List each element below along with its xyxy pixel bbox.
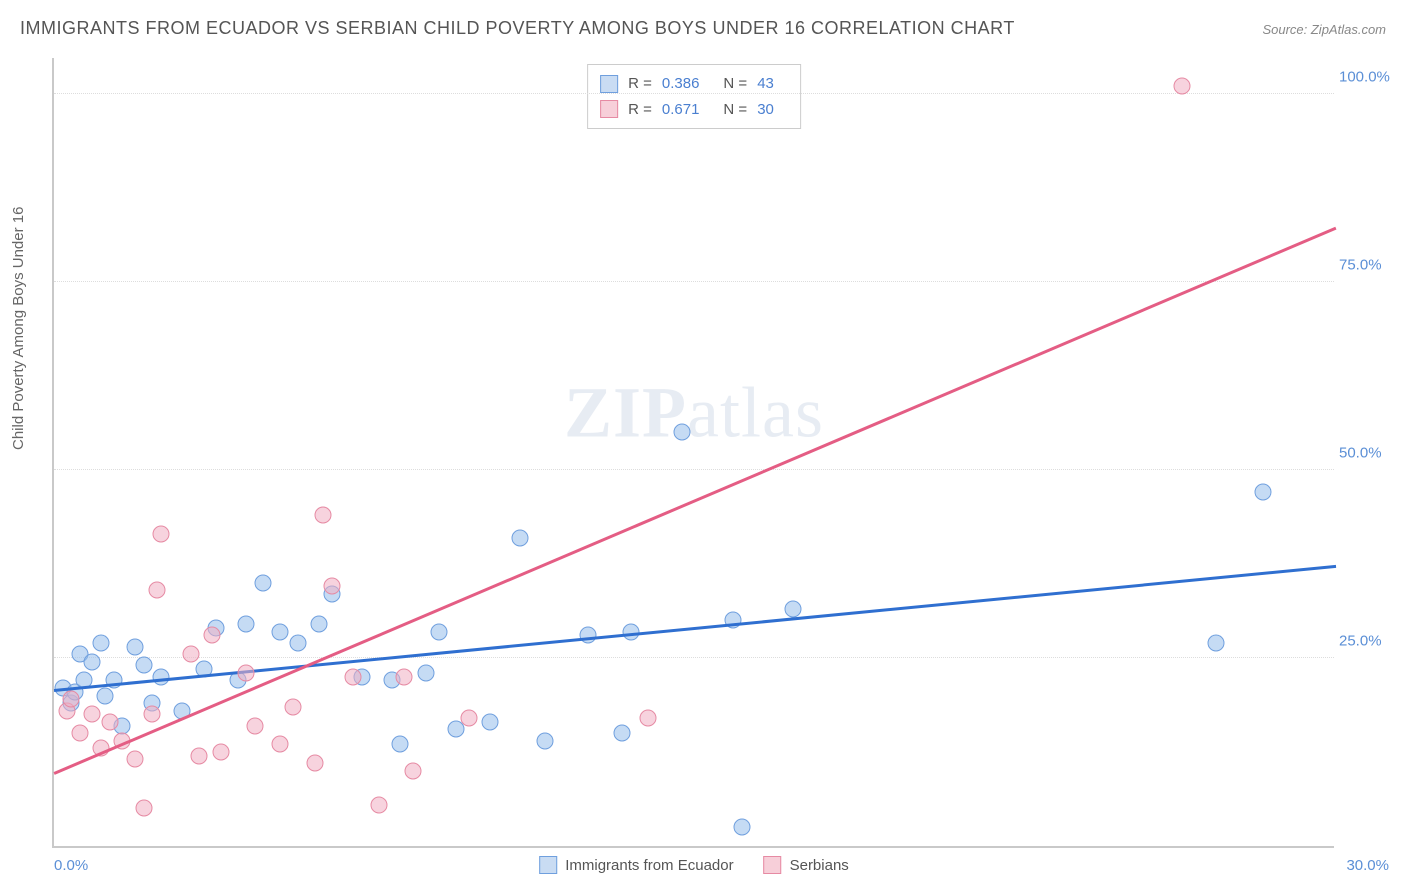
scatter-point (63, 695, 80, 712)
scatter-point (1208, 634, 1225, 651)
scatter-point (84, 706, 101, 723)
gridline-horizontal (54, 93, 1334, 94)
scatter-point (345, 668, 362, 685)
scatter-point (430, 623, 447, 640)
scatter-point (310, 616, 327, 633)
correlation-legend-row: R = 0.671 N = 30 (600, 97, 788, 123)
r-label: R = (628, 97, 652, 123)
scatter-point (127, 638, 144, 655)
scatter-point (246, 717, 263, 734)
y-axis-label: Child Poverty Among Boys Under 16 (10, 207, 27, 450)
scatter-point (404, 762, 421, 779)
scatter-point (447, 721, 464, 738)
scatter-point (785, 601, 802, 618)
plot-area: ZIPatlas R =0.386N =43R =0.671N =30 Immi… (52, 58, 1334, 848)
scatter-point (580, 627, 597, 644)
scatter-point (323, 578, 340, 595)
source-attribution: Source: ZipAtlas.com (1262, 22, 1386, 37)
scatter-point (255, 574, 272, 591)
watermark: ZIPatlas (564, 371, 824, 454)
scatter-point (272, 736, 289, 753)
legend-swatch (539, 856, 557, 874)
scatter-point (370, 796, 387, 813)
y-tick-label: 75.0% (1339, 256, 1394, 273)
scatter-point (323, 585, 340, 602)
scatter-point (614, 725, 631, 742)
scatter-point (289, 634, 306, 651)
scatter-point (144, 695, 161, 712)
scatter-point (208, 619, 225, 636)
scatter-point (135, 800, 152, 817)
scatter-point (191, 747, 208, 764)
scatter-point (511, 529, 528, 546)
scatter-point (148, 582, 165, 599)
scatter-point (71, 725, 88, 742)
scatter-point (114, 717, 131, 734)
gridline-horizontal (54, 657, 1334, 658)
scatter-point (182, 646, 199, 663)
scatter-point (1255, 484, 1272, 501)
scatter-point (152, 525, 169, 542)
scatter-point (353, 668, 370, 685)
scatter-point (460, 710, 477, 727)
x-tick-label: 30.0% (1346, 857, 1389, 874)
n-label: N = (723, 97, 747, 123)
watermark-bold: ZIP (564, 372, 687, 452)
scatter-point (93, 634, 110, 651)
regression-line (54, 565, 1336, 692)
y-tick-label: 50.0% (1339, 444, 1394, 461)
scatter-point (144, 706, 161, 723)
series-legend: Immigrants from Ecuador Serbians (539, 856, 849, 874)
scatter-point (238, 616, 255, 633)
scatter-point (127, 751, 144, 768)
correlation-legend: R =0.386N =43R =0.671N =30 (587, 64, 801, 129)
scatter-point (63, 691, 80, 708)
scatter-point (71, 646, 88, 663)
scatter-point (383, 672, 400, 689)
gridline-horizontal (54, 281, 1334, 282)
scatter-point (204, 627, 221, 644)
r-value: 0.671 (662, 97, 700, 123)
regression-line (54, 227, 1337, 775)
chart-title: IMMIGRANTS FROM ECUADOR VS SERBIAN CHILD… (20, 18, 1015, 39)
legend-swatch (764, 856, 782, 874)
scatter-point (229, 672, 246, 689)
scatter-point (537, 732, 554, 749)
series-legend-label: Immigrants from Ecuador (565, 857, 733, 874)
series-legend-label: Serbians (790, 857, 849, 874)
scatter-point (396, 668, 413, 685)
legend-swatch (600, 100, 618, 118)
x-tick-label: 0.0% (54, 857, 88, 874)
scatter-point (481, 713, 498, 730)
gridline-horizontal (54, 469, 1334, 470)
scatter-point (212, 743, 229, 760)
n-value: 30 (757, 97, 774, 123)
y-tick-label: 100.0% (1339, 68, 1394, 85)
scatter-point (97, 687, 114, 704)
scatter-point (639, 710, 656, 727)
scatter-point (674, 424, 691, 441)
scatter-point (105, 672, 122, 689)
scatter-point (152, 668, 169, 685)
scatter-point (101, 713, 118, 730)
scatter-point (285, 698, 302, 715)
scatter-point (392, 736, 409, 753)
scatter-point (272, 623, 289, 640)
scatter-point (734, 819, 751, 836)
scatter-point (417, 664, 434, 681)
watermark-rest: atlas (687, 372, 824, 452)
y-tick-label: 25.0% (1339, 632, 1394, 649)
scatter-point (58, 702, 75, 719)
series-legend-item: Serbians (764, 856, 849, 874)
scatter-point (306, 755, 323, 772)
scatter-point (135, 657, 152, 674)
series-legend-item: Immigrants from Ecuador (539, 856, 733, 874)
legend-swatch (600, 75, 618, 93)
scatter-point (315, 506, 332, 523)
scatter-point (84, 653, 101, 670)
